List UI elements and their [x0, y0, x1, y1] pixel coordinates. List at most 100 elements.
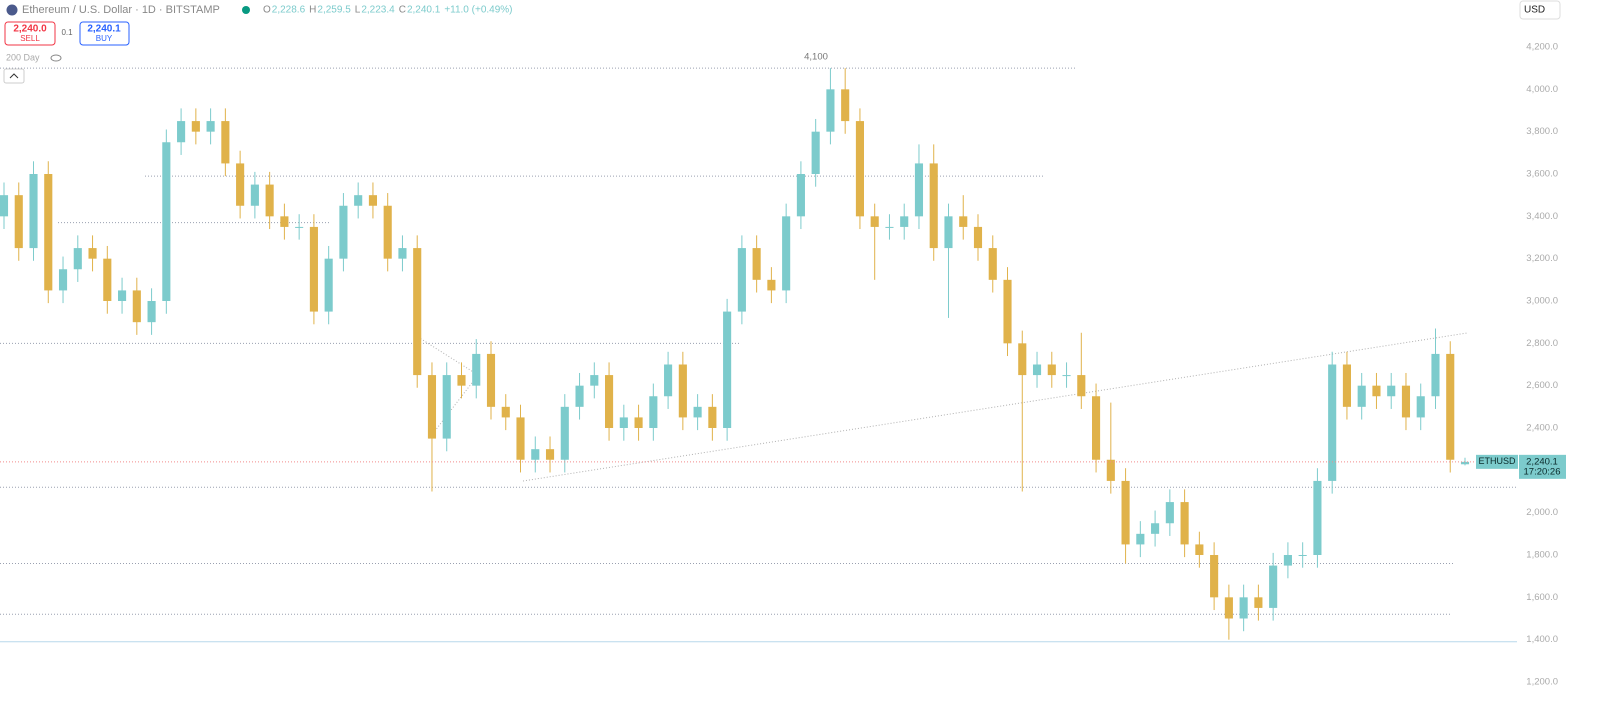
candle-body [368, 195, 377, 206]
y-tick-label: 1,600.0 [1526, 592, 1558, 603]
candle-body [132, 290, 141, 323]
candle-body [206, 121, 215, 132]
y-tick-label: 2,600.0 [1526, 380, 1558, 391]
candle-body [177, 121, 186, 143]
candle-body [398, 248, 407, 259]
candle-body [1077, 375, 1086, 397]
ohlc-key: C [399, 5, 406, 16]
currency-button[interactable] [1519, 0, 1561, 20]
candle-body [545, 449, 555, 460]
chart-title: Ethereum / U.S. Dollar · 1D · BITSTAMP [22, 4, 220, 16]
candle-body [841, 89, 850, 122]
candle-body [708, 406, 717, 428]
ohlc-value: 2,240.1 [407, 5, 441, 16]
candle-body [58, 269, 68, 291]
y-tick-label: 3,400.0 [1526, 211, 1558, 222]
collapse-button[interactable] [3, 68, 25, 84]
candle-body [1224, 597, 1233, 619]
candle-body [1062, 375, 1071, 377]
symbol-tag [1476, 454, 1518, 469]
y-tick-label: 1,200.0 [1526, 677, 1558, 688]
candle-body [782, 216, 791, 291]
candle-body [44, 174, 53, 291]
y-tick-label: 4,000.0 [1526, 84, 1558, 95]
y-tick-label: 2,800.0 [1526, 338, 1558, 349]
ohlc-key: L [355, 5, 361, 16]
sell-price[interactable]: 2,240.0 [13, 24, 47, 35]
candle-body [354, 195, 363, 206]
y-tick-label: 1,800.0 [1526, 550, 1558, 561]
candle-body [1180, 502, 1189, 545]
annotation: 4,100 [804, 52, 828, 63]
candle-body [752, 248, 761, 280]
candle-body [1416, 396, 1425, 418]
candle-body [590, 375, 599, 386]
candle-body [442, 375, 451, 439]
candle-body [1342, 364, 1351, 407]
buy-label[interactable]: BUY [96, 34, 113, 43]
candle-body [531, 449, 540, 460]
market-status [242, 6, 250, 14]
candle-body [1431, 353, 1440, 397]
quantity: 0.1 [61, 28, 73, 37]
candle-body [855, 121, 864, 217]
candle-body [280, 216, 289, 227]
candle-body [885, 226, 894, 228]
candle-body [634, 417, 643, 428]
candle-body [1210, 555, 1219, 598]
buy-price[interactable]: 2,240.1 [87, 24, 121, 35]
candle-body [1460, 461, 1470, 465]
sell-label[interactable]: SELL [20, 34, 40, 43]
candle-body [811, 131, 820, 174]
candle-body [309, 226, 318, 312]
candle-body [1106, 459, 1115, 481]
candle-body [796, 174, 805, 217]
y-tick-label: 2,000.0 [1526, 507, 1558, 518]
candle-body [678, 364, 687, 418]
candle-body [737, 248, 746, 312]
candle-body [0, 195, 9, 217]
candle-body [29, 174, 38, 249]
y-tick-label: 3,600.0 [1526, 169, 1558, 180]
y-tick-label: 3,200.0 [1526, 253, 1558, 264]
candle-body [73, 248, 82, 270]
candle-body [1047, 364, 1056, 376]
candle-body [649, 396, 658, 428]
candle-body [693, 406, 702, 418]
ohlc-key: O [263, 5, 271, 16]
candle-body [944, 216, 953, 249]
candle-body [501, 406, 510, 418]
sell-button[interactable] [4, 21, 56, 46]
candle-body [236, 163, 245, 206]
candle-body [1357, 385, 1366, 407]
collapse-icon [9, 73, 19, 79]
candle-body [383, 205, 392, 259]
ohlc-value: 2,223.4 [361, 5, 395, 16]
logo [6, 4, 18, 16]
change: +11.0 (+0.49%) [444, 5, 512, 16]
candle-body [147, 301, 156, 323]
candle-body [221, 121, 230, 164]
candle-body [826, 89, 835, 132]
buy-button[interactable] [79, 21, 130, 46]
candle-body [723, 311, 732, 428]
candle-body [1283, 555, 1292, 566]
candle-body [457, 375, 466, 386]
candle-body [929, 163, 938, 249]
candle-body [870, 216, 879, 227]
candle-body [1372, 385, 1381, 397]
y-tick-label: 1,400.0 [1526, 634, 1558, 645]
candle-body [1151, 523, 1160, 534]
candle-body [265, 184, 274, 217]
candle-body [575, 385, 584, 407]
currency[interactable]: USD [1524, 5, 1545, 16]
indicator-label: 200 Day [6, 52, 40, 62]
visibility-icon[interactable] [50, 54, 62, 62]
candle-body [250, 184, 259, 206]
candle-body [959, 216, 968, 227]
price-tag-label: 2,240.1 [1526, 456, 1558, 467]
y-tick-label: 2,400.0 [1526, 423, 1558, 434]
candle-body [605, 375, 614, 428]
